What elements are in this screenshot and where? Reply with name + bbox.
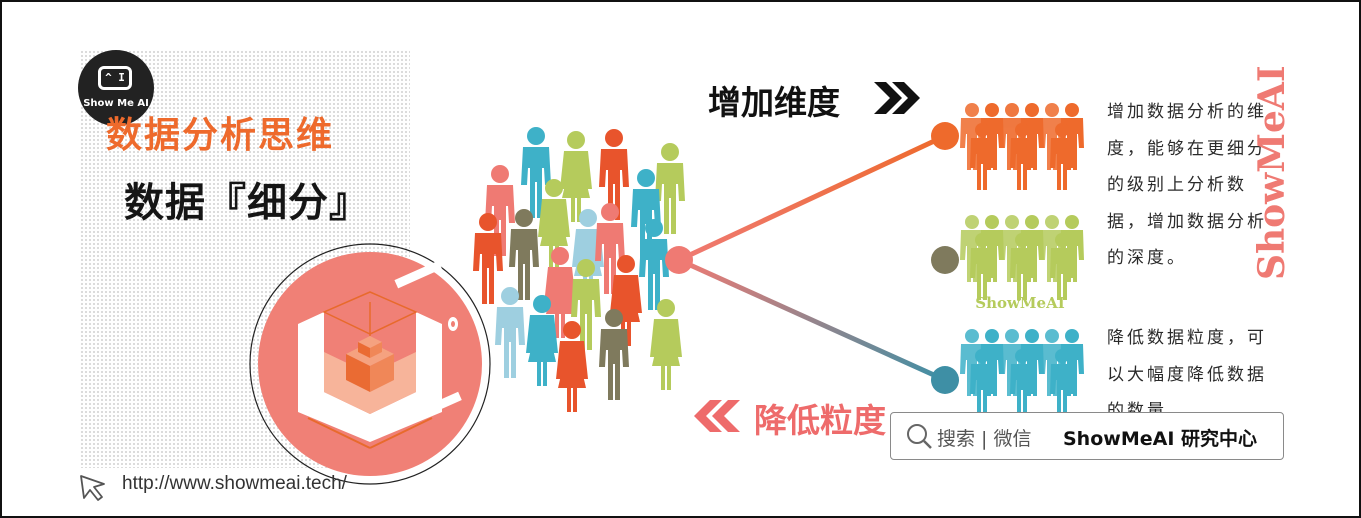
branch-line-decrease [677,257,947,383]
group-teal [960,329,1084,416]
search-brand: ShowMeAI 研究中心 [1063,428,1257,450]
increase-dimension-label: 增加维度 [708,83,840,122]
hub-node [665,246,693,274]
middle-watermark: ShowMeAI [975,294,1064,312]
website-link[interactable]: http://www.showmeai.tech/ [122,473,347,494]
branch-line-increase [677,133,947,263]
group-lime [960,215,1084,300]
crowd-illustration [473,127,685,412]
node-decrease [931,366,959,394]
increase-description: 增加数据分析的维度，能够在更细分的级别上分析数据，增加数据分析的深度。 [1107,102,1267,268]
branch-lines [665,122,959,394]
search-hint: 搜索 | 微信 [937,428,1032,450]
search-bar[interactable]: 搜索 | 微信 ShowMeAI 研究中心 [890,412,1284,460]
svg-text:ShowMeAI: ShowMeAI [1251,65,1290,280]
page-subtitle: 数据『细分』 [124,180,370,226]
double-chevron-left-icon [694,400,740,432]
page-title: 数据分析思维 [106,115,335,156]
decrease-granularity-label: 降低粒度 [754,401,886,440]
logo-badge: ^ I [98,66,132,90]
grouped-people: ShowMeAI [960,103,1084,416]
search-icon [907,424,932,449]
monitor-logo-icon: ^ I Show Me AI [78,50,154,126]
cube-illustration-icon [249,243,491,485]
node-middle [931,246,959,274]
logo-brand: Show Me AI [83,98,149,109]
group-orange [960,103,1084,190]
cursor-arrow-icon [80,475,105,501]
vertical-watermark: ShowMeAI [1251,65,1290,280]
double-chevron-right-icon [874,82,920,114]
node-increase [931,122,959,150]
